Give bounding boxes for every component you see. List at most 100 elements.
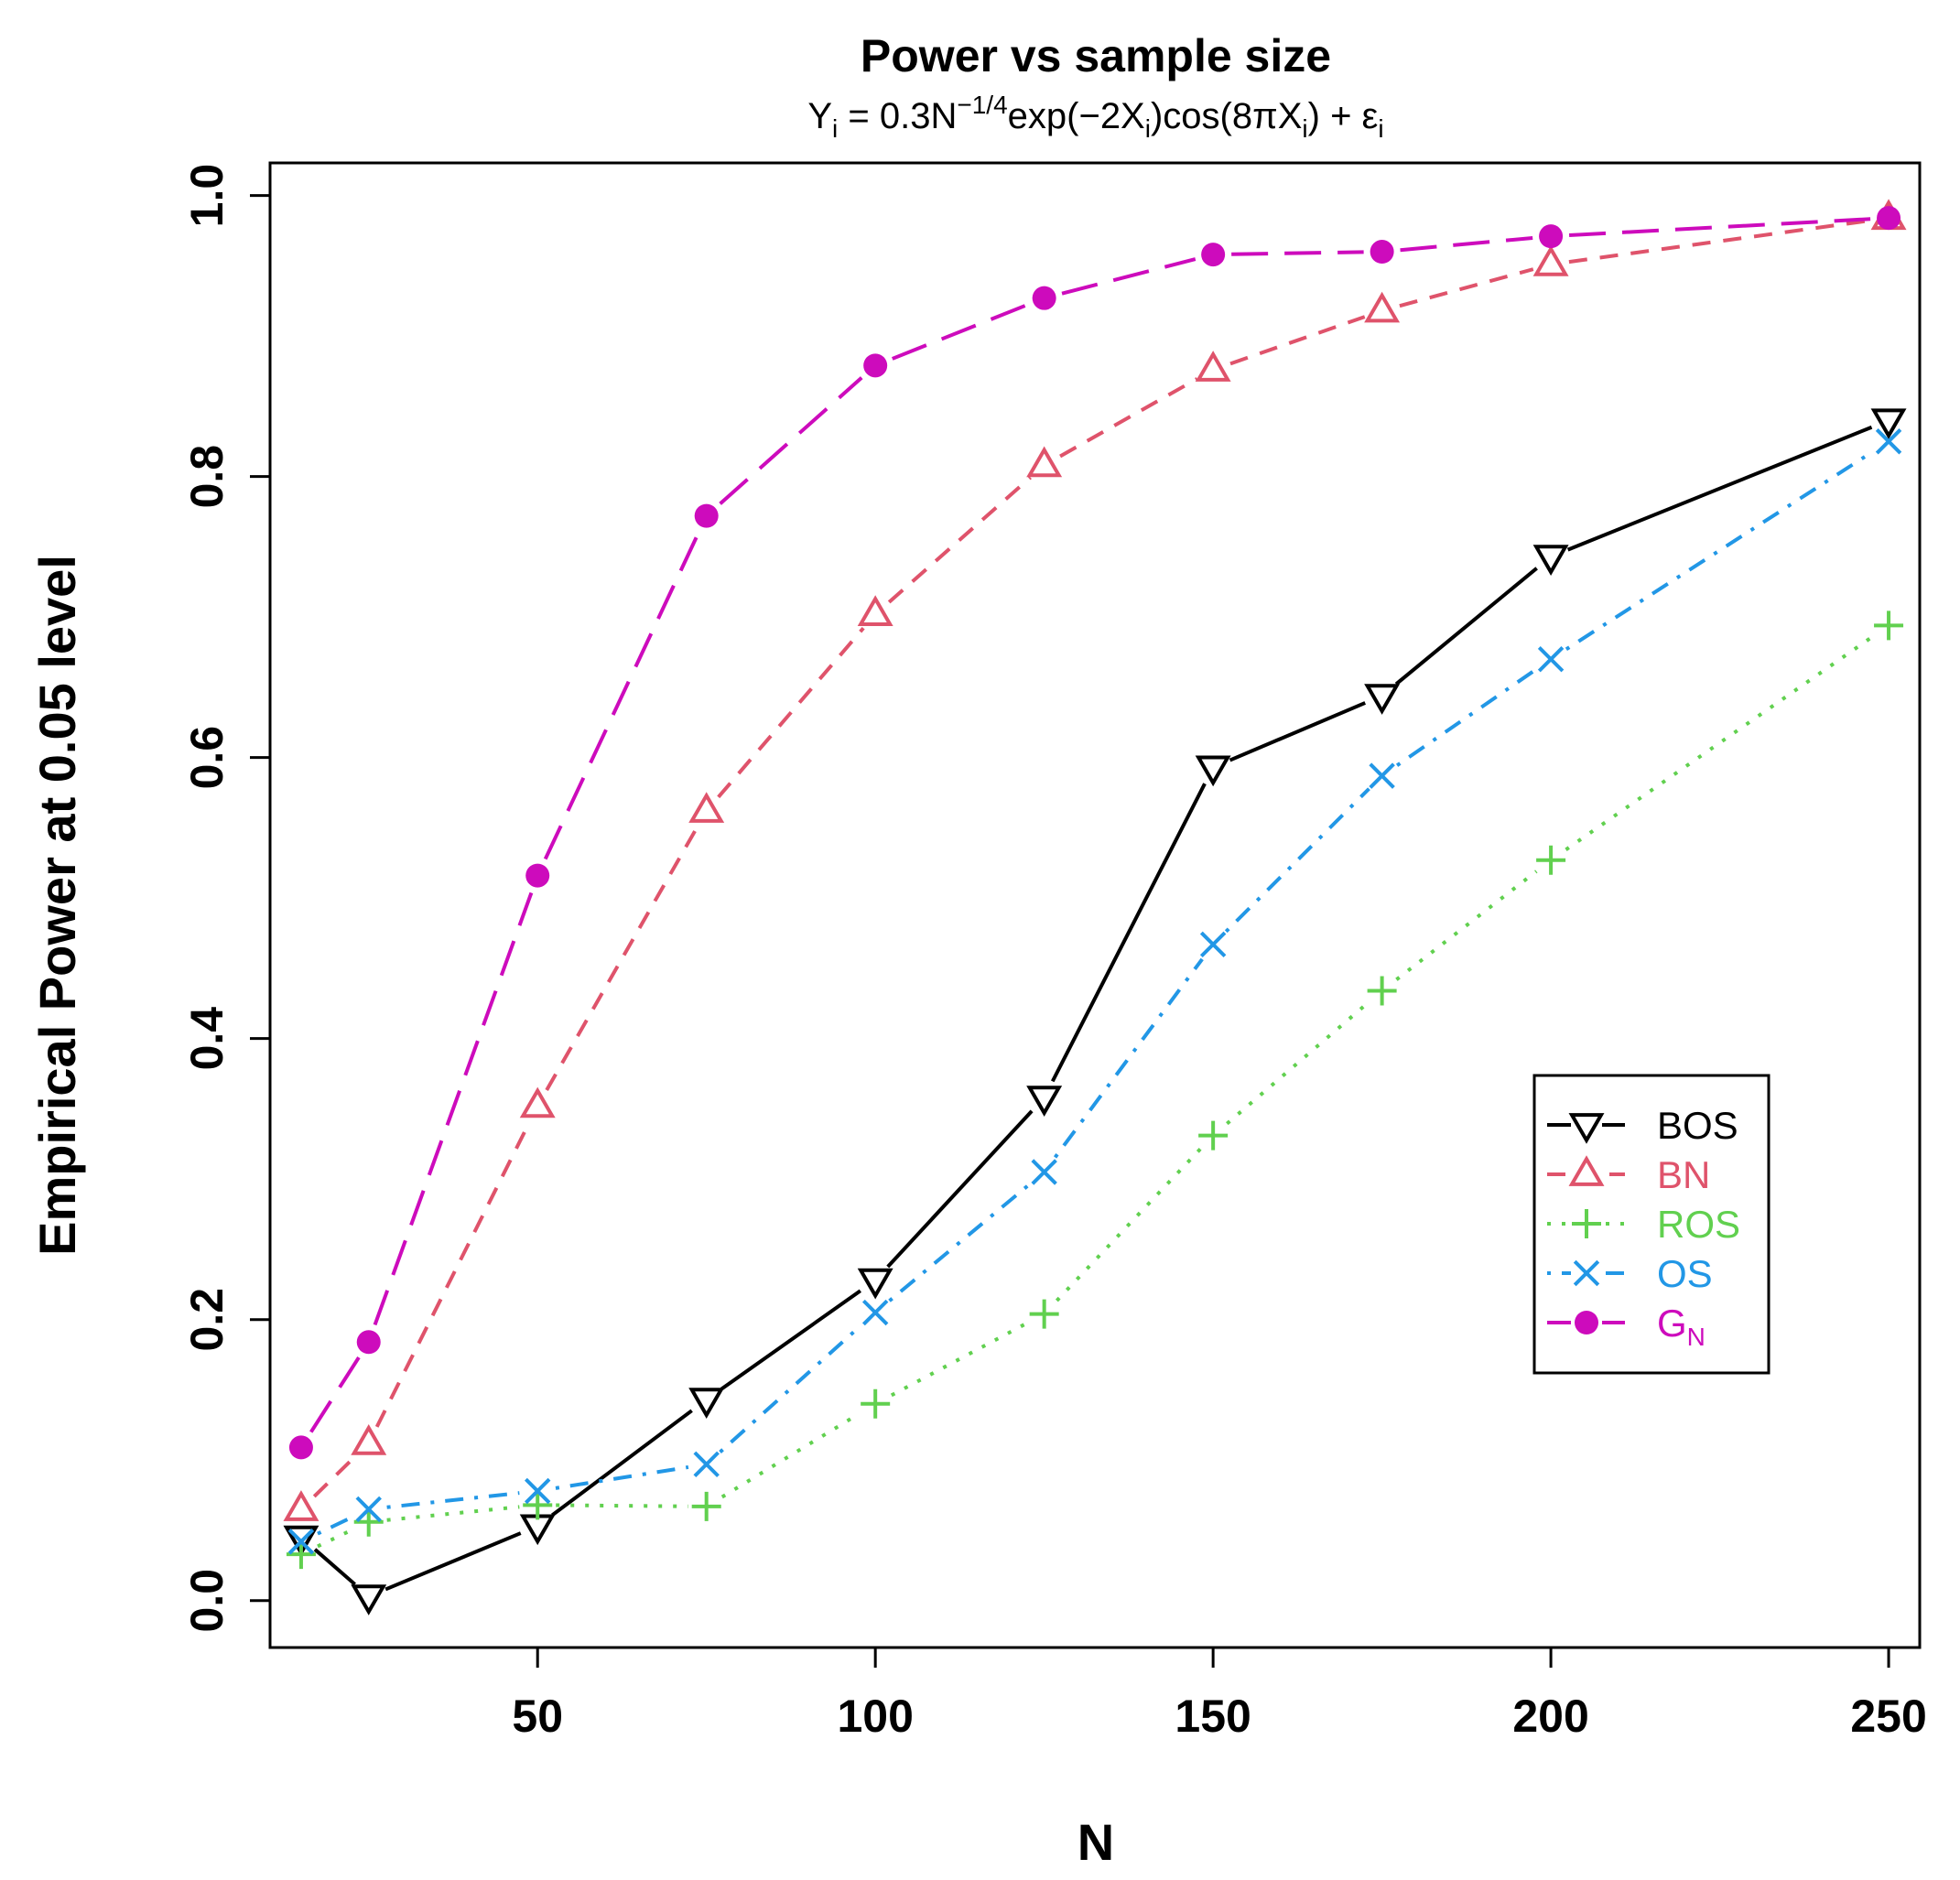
series-layer	[283, 199, 1907, 1615]
data-point	[519, 1086, 556, 1118]
legend-label: GN	[1657, 1302, 1706, 1351]
y-tick-label: 0.2	[181, 1288, 233, 1352]
series-segment	[313, 1548, 356, 1586]
subtitle-part: ) + ε	[1308, 96, 1379, 136]
data-point	[351, 1423, 387, 1455]
series-segment	[384, 1531, 522, 1592]
subtitle-part: −1/4	[957, 91, 1007, 119]
data-point	[1370, 240, 1394, 265]
data-point	[1870, 408, 1907, 440]
data-point	[353, 1507, 384, 1537]
x-tick-label: 100	[837, 1691, 913, 1742]
subtitle-part: exp(−2X	[1008, 96, 1145, 136]
series-segment	[1399, 267, 1534, 308]
data-point	[1537, 645, 1565, 673]
legend-marker	[1568, 1155, 1605, 1186]
series-segment	[545, 826, 699, 1092]
series-segment	[719, 1323, 863, 1453]
series-segment	[1395, 870, 1538, 981]
y-tick-label: 0.6	[181, 726, 233, 790]
series-segment	[309, 1356, 361, 1433]
series-segment	[312, 1454, 357, 1498]
data-point	[1364, 291, 1401, 323]
subtitle-part: i	[1302, 114, 1307, 143]
x-axis-title: N	[1077, 1813, 1114, 1871]
series-ros	[286, 610, 1904, 1570]
data-point	[1031, 1159, 1057, 1185]
series-segment	[1400, 235, 1533, 253]
legend-label: OS	[1657, 1252, 1713, 1295]
data-point	[525, 863, 550, 888]
data-point	[351, 1584, 387, 1615]
legend-label: ROS	[1657, 1203, 1740, 1246]
series-bos	[283, 408, 1907, 1615]
data-point	[1029, 1299, 1059, 1329]
y-axis: 0.0 0.2 0.4 0.6 0.8 1.0	[181, 164, 272, 1632]
data-point	[1026, 1086, 1063, 1117]
series-segment	[1053, 957, 1204, 1159]
series-segment	[386, 1491, 520, 1509]
series-bn	[283, 199, 1907, 1521]
data-point	[355, 1496, 382, 1523]
data-point	[693, 1451, 720, 1478]
series-segment	[1565, 449, 1875, 652]
series-segment	[1565, 634, 1875, 851]
data-point	[1532, 545, 1569, 576]
data-point	[1195, 755, 1231, 787]
data-point	[861, 1388, 891, 1419]
legend-label-subscript: N	[1687, 1323, 1706, 1351]
data-point	[1536, 845, 1566, 875]
data-point	[1201, 243, 1226, 267]
legend-label-text: BN	[1657, 1153, 1710, 1196]
legend-marker	[1573, 1259, 1600, 1287]
legend-marker	[1575, 1311, 1598, 1334]
data-point	[283, 1490, 319, 1521]
legend-label-text: BOS	[1657, 1104, 1738, 1147]
legend-marker	[1568, 1113, 1605, 1144]
data-point	[356, 1330, 381, 1355]
legend-label-text: OS	[1657, 1252, 1713, 1295]
y-axis-title: Empirical Power at 0.05 level	[28, 555, 86, 1256]
legend: BOS BN ROS OS GN	[1532, 1074, 1770, 1375]
series-segment	[555, 1464, 689, 1490]
x-tick-label: 50	[512, 1691, 563, 1742]
series-os	[287, 428, 1902, 1555]
series-segment	[717, 626, 865, 799]
data-point	[694, 503, 719, 528]
series-segment	[1055, 1147, 1202, 1302]
series-segment	[1226, 1000, 1370, 1126]
data-point	[688, 1388, 725, 1420]
series-segment	[887, 476, 1032, 604]
x-tick-label: 250	[1850, 1691, 1926, 1742]
data-point	[1369, 762, 1395, 789]
series-segment	[374, 1121, 532, 1428]
series-segment	[890, 1321, 1029, 1398]
data-point	[1367, 976, 1397, 1006]
y-tick-label: 0.8	[181, 445, 233, 509]
y-tick-label: 0.4	[181, 1007, 233, 1071]
series-segment	[373, 891, 534, 1326]
series-segment	[1231, 250, 1364, 256]
data-point	[1198, 1120, 1229, 1151]
subtitle-part: = 0.3N	[838, 96, 957, 136]
data-point	[523, 1490, 553, 1520]
series-gn	[288, 206, 1901, 1460]
series-segment	[556, 1503, 688, 1508]
legend-label: BN	[1657, 1153, 1710, 1196]
data-point	[1532, 245, 1569, 276]
data-point	[1539, 224, 1564, 249]
series-segment	[1568, 218, 1871, 265]
x-tick-label: 150	[1175, 1691, 1251, 1742]
data-point	[1877, 206, 1901, 231]
data-point	[861, 1299, 889, 1326]
series-segment	[1224, 787, 1370, 934]
legend-label-text: ROS	[1657, 1203, 1740, 1246]
x-axis: 50 100 150 200 250	[512, 1646, 1927, 1742]
data-point	[519, 1514, 556, 1546]
series-segment	[317, 1528, 353, 1549]
series-segment	[1395, 667, 1537, 767]
series-segment	[551, 1409, 693, 1517]
legend-label: BOS	[1657, 1104, 1738, 1147]
data-point	[287, 1529, 315, 1555]
series-segment	[1229, 315, 1366, 366]
